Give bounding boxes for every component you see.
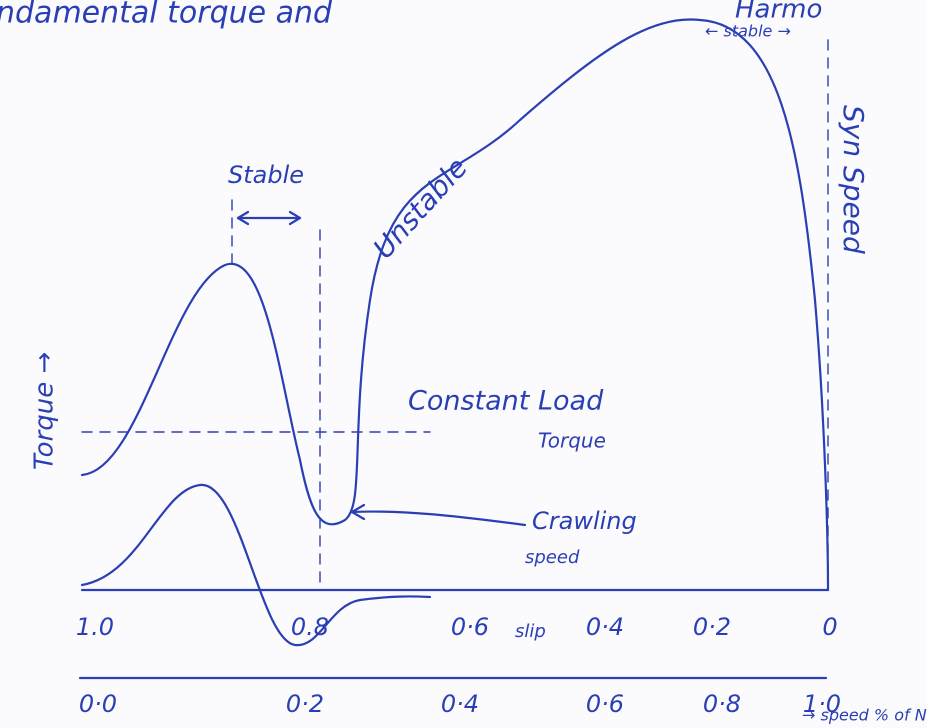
crawling-text: Crawling: [532, 507, 637, 535]
speed-name: → speed % of Ns: [802, 706, 927, 725]
diagram: ndamental torque and Harmo ← stable → St…: [0, 0, 927, 728]
slip-label: 0·4: [586, 613, 624, 641]
slip-label: 0: [822, 613, 837, 641]
stable-text: Stable: [228, 161, 304, 189]
constant-load-text: Torque: [538, 429, 606, 453]
speed-label: 0·2: [286, 690, 324, 718]
slip-label: 0·6: [451, 613, 489, 641]
torque-text: Torque →: [30, 352, 60, 470]
slip-label: 1.0: [76, 613, 114, 641]
speed-label: 0·6: [586, 690, 624, 718]
slip-name: slip: [515, 621, 546, 642]
crawling-text: speed: [525, 547, 580, 568]
title: ndamental torque and: [0, 0, 333, 31]
speed-label: 0·8: [703, 690, 741, 718]
syn-speed-text: Syn Speed: [837, 105, 870, 254]
slip-label: 0·2: [693, 613, 731, 641]
slip-label: 0.8: [291, 613, 329, 641]
speed-label: 0·4: [441, 690, 479, 718]
constant-load-text: Constant Load: [408, 386, 604, 417]
speed-label: 0·0: [79, 690, 117, 718]
